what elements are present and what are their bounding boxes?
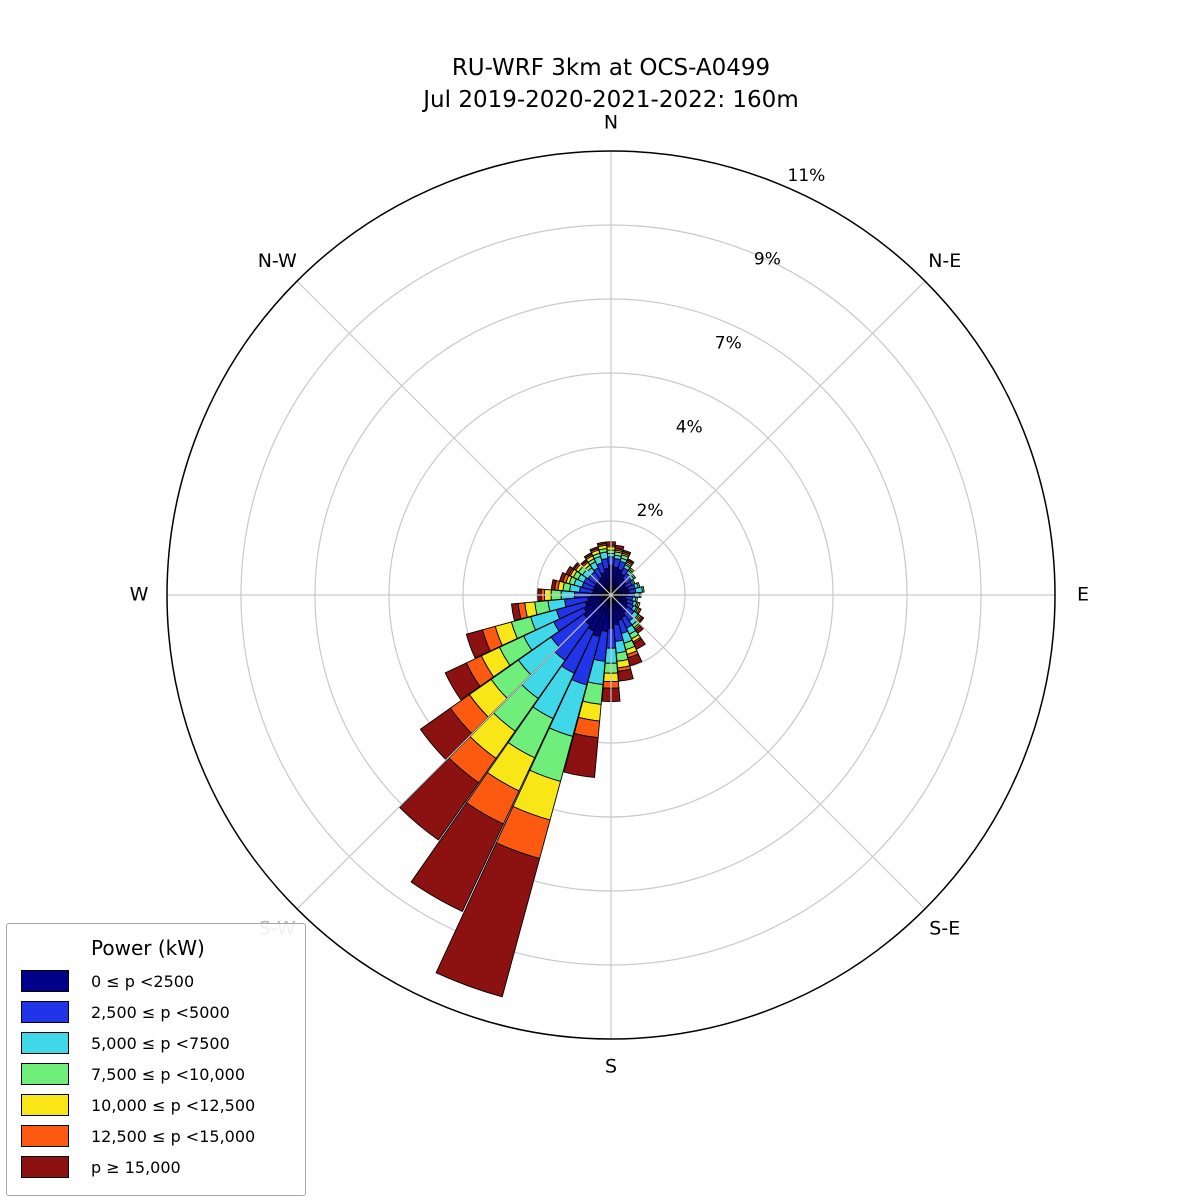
radial-tick-label: 2%	[637, 501, 664, 521]
legend-item-label: p ≥ 15,000	[91, 1157, 181, 1177]
legend-rows: 0 ≤ p <2500 2,500 ≤ p <5000 5,000 ≤ p <750…	[15, 970, 297, 1178]
legend-item: 7,500 ≤ p <10,000	[21, 1063, 297, 1085]
grid-spoke	[610, 280, 926, 596]
rose-bar-segment	[614, 544, 625, 551]
legend-swatch-icon	[21, 1063, 69, 1085]
compass-label-w: W	[130, 584, 149, 606]
legend-item: 0 ≤ p <2500	[21, 970, 297, 992]
legend-swatch-icon	[21, 1001, 69, 1023]
legend-item-label: 12,500 ≤ p <15,000	[91, 1126, 256, 1146]
rose-bar-segment	[398, 757, 480, 841]
rose-bar-segment	[565, 565, 574, 576]
legend-item-label: 10,000 ≤ p <12,500	[91, 1095, 256, 1115]
rose-bar-segment	[444, 662, 481, 701]
legend-swatch-icon	[21, 1032, 69, 1054]
grid-spoke	[296, 594, 612, 910]
compass-label-e: E	[1077, 584, 1089, 606]
radial-tick-labels: 2% 4% 7% 9% 11%	[637, 166, 826, 521]
radial-tick-label: 9%	[754, 250, 781, 270]
legend-item: 2,500 ≤ p <5000	[21, 1001, 297, 1023]
compass-label-s: S	[605, 1056, 617, 1078]
legend-item-label: 7,500 ≤ p <10,000	[91, 1064, 246, 1084]
compass-label-s-e: S-E	[929, 917, 960, 939]
radial-tick-label: 4%	[676, 417, 703, 437]
rose-bar-segment	[465, 629, 491, 659]
compass-label-n: N	[604, 112, 618, 134]
radial-tick-label: 11%	[788, 166, 826, 186]
chart-title-line1: RU-WRF 3km at OCS-A0499	[451, 55, 771, 81]
rose-bar-segment	[559, 572, 567, 583]
legend-swatch-icon	[21, 1125, 69, 1147]
legend-item-label: 2,500 ≤ p <5000	[91, 1002, 230, 1022]
rose-bar-segment	[419, 707, 473, 761]
rose-bar-segment	[641, 585, 645, 593]
polar-boundary	[166, 150, 1056, 1040]
rose-bar-segment	[511, 602, 522, 622]
legend-item: 10,000 ≤ p <12,500	[21, 1094, 297, 1116]
grid-spoke	[610, 594, 926, 910]
radial-tick-label: 7%	[715, 333, 742, 353]
legend-swatch-icon	[21, 1156, 69, 1178]
legend-item: p ≥ 15,000	[21, 1156, 297, 1178]
chart-title-line2: Jul 2019-2020-2021-2022: 160m	[423, 87, 799, 114]
rose-bar-segment	[596, 541, 607, 546]
legend-item-label: 5,000 ≤ p <7500	[91, 1033, 230, 1053]
chart-title: RU-WRF 3km at OCS-A0499 Jul 2019-2020-20…	[0, 52, 1200, 116]
legend-item: 12,500 ≤ p <15,000	[21, 1125, 297, 1147]
rose-bar-segment	[550, 579, 557, 591]
rose-bar-segment	[622, 549, 632, 555]
compass-label-n-e: N-E	[928, 250, 961, 272]
rose-bar-segment	[435, 842, 541, 998]
rose-bar-segment	[634, 596, 639, 603]
legend-swatch-icon	[21, 1094, 69, 1116]
legend: Power (kW) 0 ≤ p <2500 2,500 ≤ p <5000 5,0…	[6, 923, 306, 1196]
legend-swatch-icon	[21, 970, 69, 992]
rose-bar-segment	[410, 802, 505, 913]
rose-bar-segment	[617, 668, 634, 682]
compass-label-n-w: N-W	[258, 250, 297, 272]
legend-item-label: 0 ≤ p <2500	[91, 971, 195, 991]
rose-bar-segment	[563, 732, 599, 778]
grid-spoke	[296, 280, 612, 596]
grid-spokes	[167, 151, 1055, 1039]
rose-bar-segment	[626, 558, 635, 565]
legend-item: 5,000 ≤ p <7500	[21, 1032, 297, 1054]
legend-title: Power (kW)	[91, 936, 205, 960]
